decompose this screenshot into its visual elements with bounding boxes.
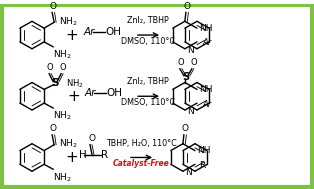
Text: ZnI₂, TBHP: ZnI₂, TBHP <box>127 77 169 86</box>
Text: R: R <box>199 161 205 170</box>
Text: NH$_2$: NH$_2$ <box>53 49 72 61</box>
Text: NH$_2$: NH$_2$ <box>59 137 78 150</box>
Text: +: + <box>66 150 78 165</box>
Text: H: H <box>79 149 87 160</box>
Text: TBHP, H₂O, 110°C: TBHP, H₂O, 110°C <box>106 139 176 148</box>
FancyBboxPatch shape <box>2 5 312 187</box>
Text: O: O <box>89 134 95 143</box>
Text: S: S <box>51 78 59 88</box>
Text: N: N <box>187 107 194 116</box>
Text: S: S <box>182 72 189 82</box>
Text: Ar: Ar <box>202 38 211 47</box>
Text: NH: NH <box>197 146 210 155</box>
Text: N: N <box>185 168 192 177</box>
Text: NH$_2$: NH$_2$ <box>66 77 84 90</box>
Text: O: O <box>60 63 67 72</box>
Text: O: O <box>191 58 197 67</box>
Text: OH: OH <box>105 27 121 37</box>
Text: NH$_2$: NH$_2$ <box>59 15 78 28</box>
Text: O: O <box>47 63 53 72</box>
Text: N: N <box>187 46 194 55</box>
Text: O: O <box>50 2 57 11</box>
Text: Catalyst-Free: Catalyst-Free <box>113 160 169 168</box>
Text: O: O <box>181 124 188 133</box>
Text: Ar: Ar <box>202 100 211 109</box>
Text: R: R <box>101 149 108 160</box>
Text: +: + <box>68 89 80 104</box>
Text: Ar: Ar <box>84 27 95 37</box>
Text: +: + <box>66 28 78 43</box>
Text: NH: NH <box>199 24 213 33</box>
Text: OH: OH <box>106 88 122 98</box>
Text: O: O <box>183 2 190 11</box>
Text: DMSO, 110°C: DMSO, 110°C <box>121 98 175 107</box>
Text: ZnI₂, TBHP: ZnI₂, TBHP <box>127 16 169 25</box>
Text: NH$_2$: NH$_2$ <box>53 110 72 122</box>
Text: NH: NH <box>199 85 213 94</box>
Text: Ar: Ar <box>85 88 96 98</box>
Text: O: O <box>50 124 57 133</box>
Text: NH$_2$: NH$_2$ <box>53 171 72 184</box>
Text: O: O <box>177 58 184 67</box>
Text: DMSO, 110°C: DMSO, 110°C <box>121 37 175 46</box>
